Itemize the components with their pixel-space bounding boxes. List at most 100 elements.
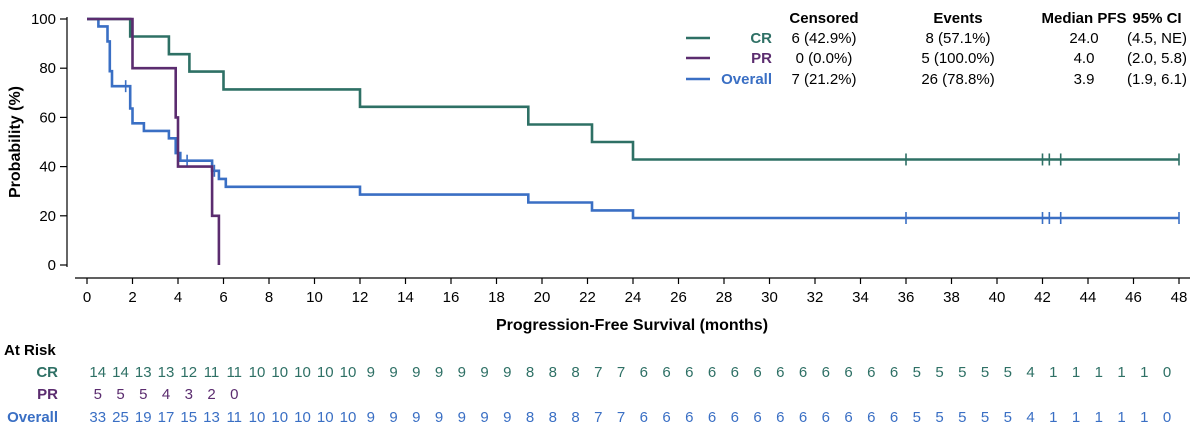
at-risk-value: 10: [317, 409, 334, 426]
at-risk-value: 0: [1163, 409, 1171, 426]
at-risk-value: 1: [1072, 409, 1080, 426]
at-risk-value: 6: [731, 409, 739, 426]
y-tick-label: 60: [39, 109, 56, 126]
at-risk-value: 0: [230, 386, 238, 403]
at-risk-value: 10: [249, 409, 266, 426]
at-risk-value: 15: [180, 409, 197, 426]
y-tick-label: 80: [39, 60, 56, 77]
at-risk-value: 8: [526, 409, 534, 426]
at-risk-row-label-overall: Overall: [7, 409, 58, 426]
at-risk-value: 6: [662, 364, 670, 381]
at-risk-value: 5: [94, 386, 102, 403]
at-risk-value: 6: [890, 364, 898, 381]
at-risk-value: 1: [1049, 364, 1057, 381]
x-tick-label: 20: [534, 289, 551, 306]
at-risk-value: 10: [340, 409, 357, 426]
x-tick-label: 34: [852, 289, 869, 306]
at-risk-value: 6: [662, 409, 670, 426]
at-risk-value: 1: [1140, 364, 1148, 381]
at-risk-value: 9: [435, 409, 443, 426]
at-risk-value: 33: [89, 409, 106, 426]
at-risk-value: 5: [958, 364, 966, 381]
at-risk-value: 9: [480, 364, 488, 381]
at-risk-value: 6: [708, 364, 716, 381]
y-axis-label: Probability (%): [7, 86, 24, 198]
at-risk-value: 6: [822, 409, 830, 426]
at-risk-value: 8: [571, 364, 579, 381]
at-risk-value: 5: [139, 386, 147, 403]
y-tick-label: 20: [39, 208, 56, 225]
at-risk-value: 10: [317, 364, 334, 381]
legend-value: 4.0: [1074, 50, 1095, 67]
at-risk-value: 4: [162, 386, 170, 403]
at-risk-value: 6: [776, 409, 784, 426]
legend-header: Median PFS: [1041, 10, 1126, 27]
legend-value: 7 (21.2%): [791, 71, 856, 88]
x-tick-label: 36: [898, 289, 915, 306]
at-risk-value: 6: [890, 409, 898, 426]
at-risk-value: 9: [435, 364, 443, 381]
at-risk-value: 9: [503, 409, 511, 426]
at-risk-value: 0: [1163, 364, 1171, 381]
x-tick-label: 46: [1125, 289, 1142, 306]
at-risk-value: 12: [180, 364, 197, 381]
at-risk-value: 6: [685, 364, 693, 381]
at-risk-value: 6: [799, 409, 807, 426]
x-tick-label: 24: [625, 289, 642, 306]
x-tick-label: 26: [670, 289, 687, 306]
at-risk-value: 10: [271, 364, 288, 381]
at-risk-value: 8: [549, 364, 557, 381]
x-axis-label: Progression-Free Survival (months): [496, 317, 768, 334]
at-risk-value: 5: [981, 409, 989, 426]
x-tick-label: 4: [174, 289, 182, 306]
legend-header: 95% CI: [1132, 10, 1181, 27]
y-tick-label: 100: [31, 11, 56, 28]
at-risk-value: 1: [1140, 409, 1148, 426]
at-risk-value: 9: [412, 409, 420, 426]
at-risk-value: 6: [753, 364, 761, 381]
at-risk-value: 1: [1095, 364, 1103, 381]
at-risk-value: 7: [594, 364, 602, 381]
at-risk-value: 5: [1004, 409, 1012, 426]
x-tick-label: 8: [265, 289, 273, 306]
at-risk-value: 10: [294, 409, 311, 426]
at-risk-value: 4: [1026, 409, 1034, 426]
x-tick-label: 18: [488, 289, 505, 306]
x-tick-label: 28: [716, 289, 733, 306]
at-risk-value: 14: [89, 364, 106, 381]
at-risk-value: 9: [412, 364, 420, 381]
legend-header: Censored: [789, 10, 858, 27]
survival-curve-overall: [87, 17, 1179, 220]
legend-value: 5 (100.0%): [921, 50, 994, 67]
at-risk-value: 1: [1072, 364, 1080, 381]
at-risk-value: 9: [367, 364, 375, 381]
at-risk-value: 10: [271, 409, 288, 426]
legend-label-overall: Overall: [721, 71, 772, 88]
at-risk-value: 6: [685, 409, 693, 426]
at-risk-value: 11: [204, 364, 220, 381]
x-tick-label: 10: [306, 289, 323, 306]
at-risk-value: 5: [935, 364, 943, 381]
at-risk-value: 6: [844, 409, 852, 426]
x-tick-label: 22: [579, 289, 596, 306]
x-tick-label: 42: [1034, 289, 1051, 306]
at-risk-value: 4: [1026, 364, 1034, 381]
at-risk-value: 6: [799, 364, 807, 381]
at-risk-value: 8: [526, 364, 534, 381]
legend-value: (1.9, 6.1): [1127, 71, 1187, 88]
at-risk-value: 25: [112, 409, 129, 426]
at-risk-value: 1: [1117, 409, 1125, 426]
at-risk-value: 8: [549, 409, 557, 426]
x-tick-label: 12: [352, 289, 369, 306]
at-risk-value: 6: [867, 364, 875, 381]
at-risk-value: 9: [389, 409, 397, 426]
x-tick-label: 6: [219, 289, 227, 306]
at-risk-value: 6: [731, 364, 739, 381]
at-risk-value: 14: [112, 364, 129, 381]
at-risk-value: 9: [458, 409, 466, 426]
at-risk-value: 9: [389, 364, 397, 381]
at-risk-value: 6: [822, 364, 830, 381]
